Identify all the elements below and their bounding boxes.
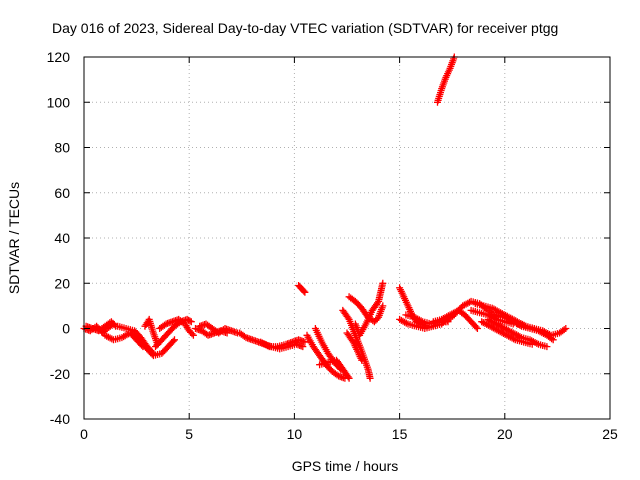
data-points bbox=[80, 53, 570, 382]
x-tick-label: 25 bbox=[602, 426, 618, 442]
chart-title: Day 016 of 2023, Sidereal Day-to-day VTE… bbox=[52, 20, 558, 36]
data-point bbox=[171, 336, 178, 344]
x-tick-label: 0 bbox=[80, 426, 88, 442]
x-axis-title: GPS time / hours bbox=[292, 458, 399, 474]
data-point bbox=[366, 374, 374, 382]
y-tick-label: -20 bbox=[50, 366, 70, 382]
data-point bbox=[358, 356, 366, 364]
data-point bbox=[300, 287, 308, 295]
data-point bbox=[344, 373, 352, 381]
data-point bbox=[110, 321, 118, 329]
data-point bbox=[301, 338, 309, 346]
y-axis-title: SDTVAR / TECUs bbox=[6, 182, 22, 294]
data-point bbox=[374, 299, 381, 307]
data-point bbox=[560, 326, 568, 334]
x-tick-label: 10 bbox=[287, 426, 303, 442]
y-tick-label: 80 bbox=[54, 140, 70, 156]
y-tick-label: 100 bbox=[47, 94, 71, 110]
axis-ticks: 0 5 10 15 20 25 -40 -20 0 20 40 60 80 100 120 bbox=[47, 49, 618, 442]
data-point bbox=[473, 325, 481, 332]
x-tick-label: 5 bbox=[185, 426, 193, 442]
data-point bbox=[345, 374, 353, 382]
data-point bbox=[562, 325, 570, 332]
x-tick-label: 15 bbox=[392, 426, 408, 442]
data-point bbox=[299, 343, 307, 351]
data-point bbox=[417, 317, 425, 325]
data-point bbox=[379, 302, 387, 310]
grid bbox=[84, 57, 610, 419]
data-point bbox=[169, 337, 177, 345]
data-point bbox=[472, 323, 480, 331]
y-tick-label: 40 bbox=[54, 230, 70, 246]
data-point bbox=[543, 343, 551, 351]
data-point bbox=[186, 317, 194, 325]
x-tick-label: 20 bbox=[497, 426, 513, 442]
data-point bbox=[301, 288, 309, 296]
y-tick-label: 60 bbox=[54, 185, 70, 201]
y-tick-label: 20 bbox=[54, 275, 70, 291]
data-point bbox=[187, 318, 195, 326]
y-tick-label: -40 bbox=[50, 411, 70, 427]
y-tick-label: 120 bbox=[47, 49, 71, 65]
data-point bbox=[379, 279, 387, 287]
data-point bbox=[189, 331, 197, 339]
data-point bbox=[188, 330, 196, 338]
y-tick-label: 0 bbox=[62, 321, 70, 337]
